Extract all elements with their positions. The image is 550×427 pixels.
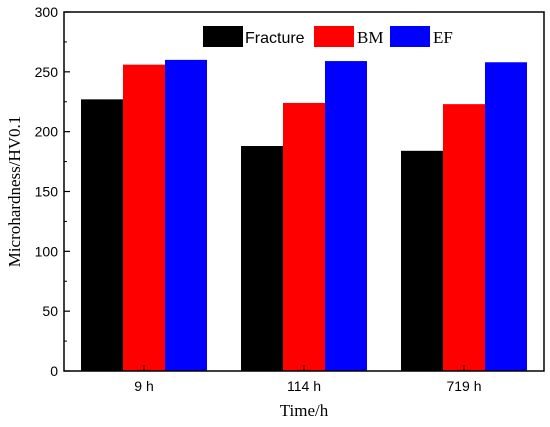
y-axis-ticks: 0 50 100 150 200 250 300 bbox=[35, 4, 70, 379]
y-tick-label-200: 200 bbox=[35, 124, 59, 140]
y-tick-label-150: 150 bbox=[35, 184, 59, 200]
bar-bm-114h bbox=[283, 102, 325, 372]
bar-fracture-9h bbox=[81, 99, 123, 372]
x-axis-ticks: 9 h 114 h 719 h bbox=[134, 365, 482, 394]
y-tick-label-50: 50 bbox=[42, 303, 58, 319]
legend-label-bm: BM bbox=[357, 28, 383, 47]
bars-group bbox=[81, 59, 527, 372]
x-tick-label-1: 114 h bbox=[287, 378, 321, 394]
y-tick-label-0: 0 bbox=[50, 363, 58, 379]
bar-fracture-719h bbox=[401, 150, 443, 371]
legend-swatch-bm bbox=[314, 26, 354, 47]
bar-fracture-114h bbox=[241, 146, 283, 371]
y-tick-label-250: 250 bbox=[35, 64, 59, 80]
legend-label-fracture: Fracture bbox=[245, 30, 305, 47]
legend-swatch-fracture bbox=[203, 26, 243, 47]
bar-bm-9h bbox=[123, 64, 165, 372]
legend-label-ef: EF bbox=[433, 28, 453, 47]
bar-ef-719h bbox=[485, 62, 527, 371]
x-tick-label-0: 9 h bbox=[134, 378, 153, 394]
legend: Fracture BM EF bbox=[203, 26, 453, 47]
bar-ef-114h bbox=[325, 61, 367, 372]
y-tick-label-300: 300 bbox=[35, 4, 59, 20]
x-tick-label-2: 719 h bbox=[446, 378, 481, 394]
bar-bm-719h bbox=[443, 104, 485, 371]
legend-swatch-ef bbox=[390, 26, 430, 47]
bar-ef-9h bbox=[165, 59, 207, 371]
y-axis-title: Microhardness/HV0.1 bbox=[5, 116, 24, 268]
x-axis-title: Time/h bbox=[280, 401, 329, 420]
y-tick-label-100: 100 bbox=[35, 243, 59, 259]
